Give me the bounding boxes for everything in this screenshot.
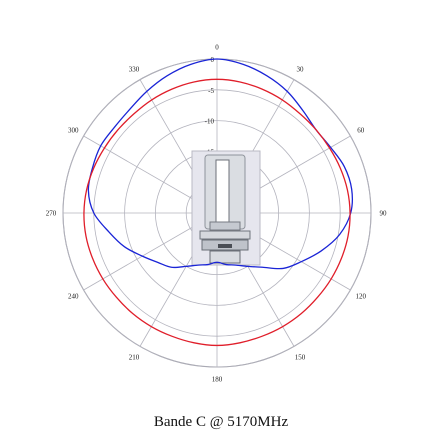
angle-tick-label: 210: [129, 353, 140, 361]
radial-tick-label: -5: [208, 87, 214, 95]
angle-labels: 0 30 60 90 120 150 180 210 240 270 300 330: [46, 44, 387, 384]
angle-tick-label: 240: [68, 293, 79, 301]
radial-tick-label: 0: [211, 56, 215, 64]
series-line-red: [83, 78, 351, 347]
series-line-blue: [87, 58, 354, 270]
angle-tick-label: 300: [68, 127, 79, 135]
chart-title: Bande C @ 5170MHz: [154, 414, 289, 430]
series-layer: [83, 58, 354, 347]
angle-tick-label: 270: [46, 210, 57, 218]
angle-tick-label: 120: [356, 293, 367, 301]
radial-tick-label: -10: [205, 118, 215, 126]
angle-tick-label: 150: [295, 353, 306, 361]
angle-tick-label: 330: [129, 66, 140, 74]
antenna-illustration: [191, 150, 261, 266]
angle-tick-label: 30: [297, 66, 305, 74]
angle-tick-label: 180: [212, 376, 223, 384]
radial-labels: 0-5-10-15: [205, 56, 215, 156]
angle-tick-label: 90: [380, 210, 388, 218]
angle-tick-label: 60: [357, 127, 365, 135]
angle-tick-label: 0: [215, 44, 219, 52]
